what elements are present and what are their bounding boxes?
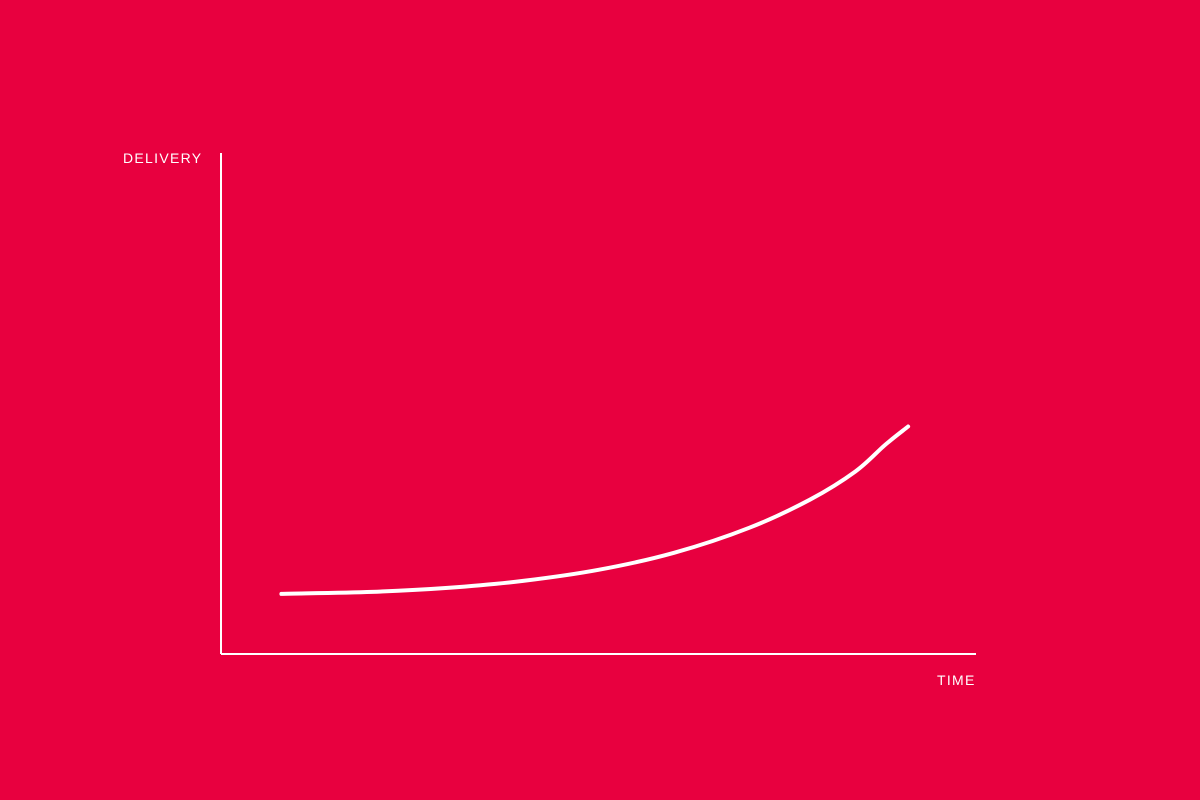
- y-axis-label: DELIVERY: [123, 150, 203, 166]
- x-axis-label: TIME: [937, 672, 976, 688]
- series-line: [279, 424, 911, 596]
